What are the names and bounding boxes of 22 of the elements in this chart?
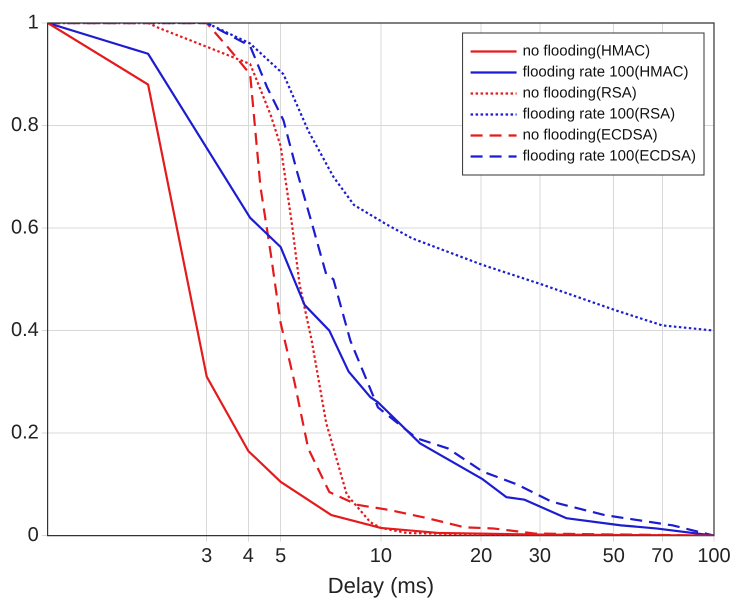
x-tick-label: 70 — [651, 545, 674, 568]
x-tick-label: 4 — [242, 545, 254, 568]
y-tick-label: 0 — [28, 524, 39, 546]
x-tick-label: 30 — [528, 545, 551, 568]
x-tick-label: 3 — [201, 545, 212, 568]
legend-label: no flooding(RSA) — [522, 84, 637, 102]
y-tick-label: 0.4 — [10, 319, 39, 342]
x-tick-label: 100 — [697, 545, 731, 568]
legend-label: flooding rate 100(RSA) — [522, 106, 676, 123]
x-tick-label: 10 — [370, 545, 392, 568]
legend-label: no flooding(HMAC) — [522, 42, 650, 60]
x-tick-label: 20 — [470, 545, 492, 568]
y-tick-label: 1 — [28, 12, 39, 34]
x-tick-label: 50 — [602, 545, 625, 568]
y-tick-label: 0.8 — [10, 114, 39, 136]
legend-label: no flooding(ECDSA) — [522, 126, 658, 144]
y-tick-label: 0.6 — [10, 216, 39, 239]
y-tick-label: 0.2 — [10, 422, 39, 444]
legend-label: flooding rate 100(ECDSA) — [522, 148, 696, 165]
x-axis-title: Delay (ms) — [328, 572, 434, 598]
legend-label: flooding rate 100(HMAC) — [522, 64, 688, 81]
x-tick-label: 5 — [275, 545, 286, 568]
